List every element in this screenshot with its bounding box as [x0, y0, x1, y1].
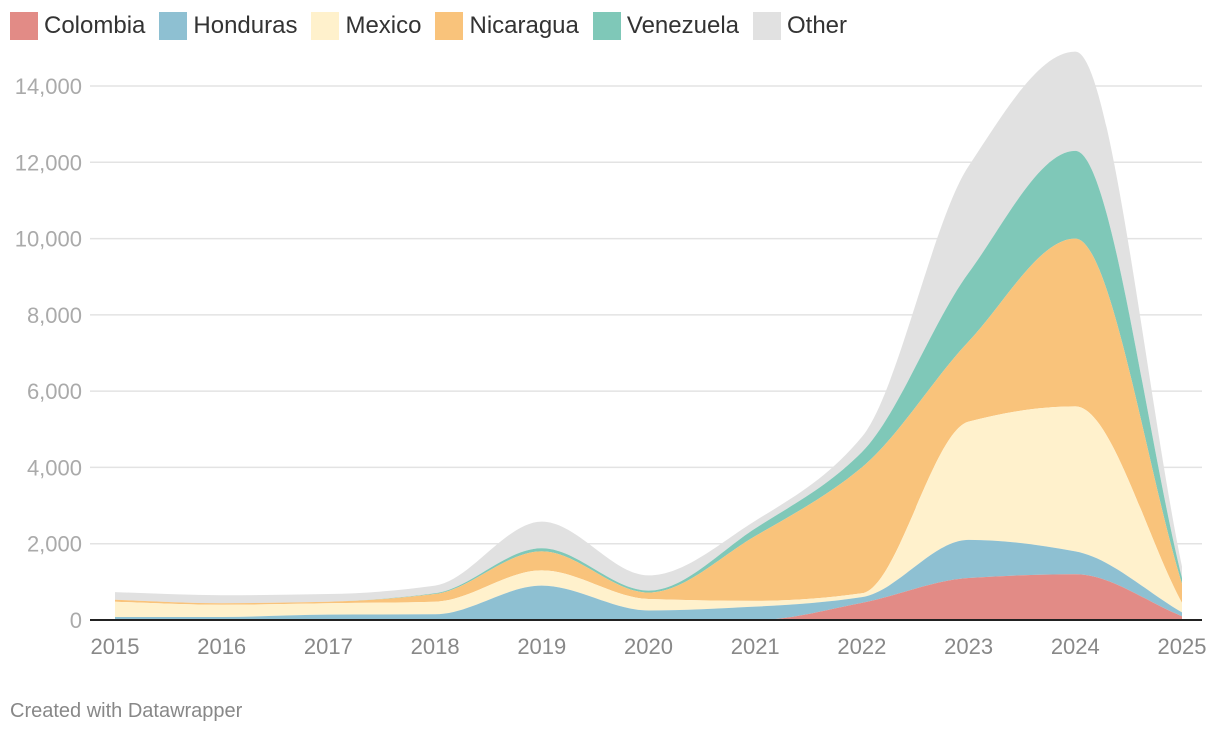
legend-label: Colombia [44, 12, 146, 39]
area-colombia [115, 574, 1182, 620]
x-tick-label: 2020 [624, 634, 673, 659]
legend-swatch [592, 12, 621, 40]
legend-label: Honduras [193, 12, 298, 39]
y-tick-label: 6,000 [27, 379, 82, 404]
area-mexico [115, 406, 1182, 617]
x-tick-label: 2021 [731, 634, 780, 659]
y-tick-label: 8,000 [27, 303, 82, 328]
legend-swatch [10, 12, 38, 40]
x-tick-label: 2019 [517, 634, 566, 659]
y-tick-label: 4,000 [27, 455, 82, 480]
credit-text: Created with Datawrapper [10, 700, 243, 722]
x-tick-label: 2017 [304, 634, 353, 659]
legend-label: Other [787, 12, 848, 39]
x-tick-label: 2022 [837, 634, 886, 659]
legend-swatch [753, 12, 781, 40]
x-tick-label: 2025 [1158, 634, 1207, 659]
y-tick-label: 2,000 [27, 532, 82, 557]
legend-item-nicaragua: Nicaragua [435, 12, 579, 40]
x-tick-label: 2016 [197, 634, 246, 659]
x-tick-label: 2015 [91, 634, 140, 659]
legend-swatch [311, 12, 340, 40]
legend-label: Venezuela [626, 12, 739, 39]
legend-item-colombia: Colombia [10, 12, 145, 40]
y-tick-label: 14,000 [15, 74, 82, 99]
legend-label: Mexico [345, 12, 422, 39]
area-venezuela [115, 150, 1182, 604]
area-nicaragua [115, 238, 1182, 605]
x-tick-label: 2023 [944, 634, 993, 659]
legend-swatch [159, 12, 188, 40]
area-other [115, 51, 1182, 604]
x-tick-label: 2024 [1051, 634, 1100, 659]
x-tick-label: 2018 [411, 634, 460, 659]
legend-item-venezuela: Venezuela [592, 12, 739, 40]
y-tick-label: 12,000 [15, 150, 82, 175]
y-tick-label: 10,000 [15, 227, 82, 252]
legend: Colombia Honduras Mexico Nicaragua Venezuela… [10, 12, 861, 40]
legend-item-other: Other [753, 12, 847, 40]
legend-item-mexico: Mexico [311, 12, 421, 40]
legend-label: Nicaragua [469, 12, 579, 39]
legend-item-honduras: Honduras [159, 12, 297, 40]
legend-swatch [435, 12, 464, 40]
y-tick-label: 0 [70, 608, 82, 633]
